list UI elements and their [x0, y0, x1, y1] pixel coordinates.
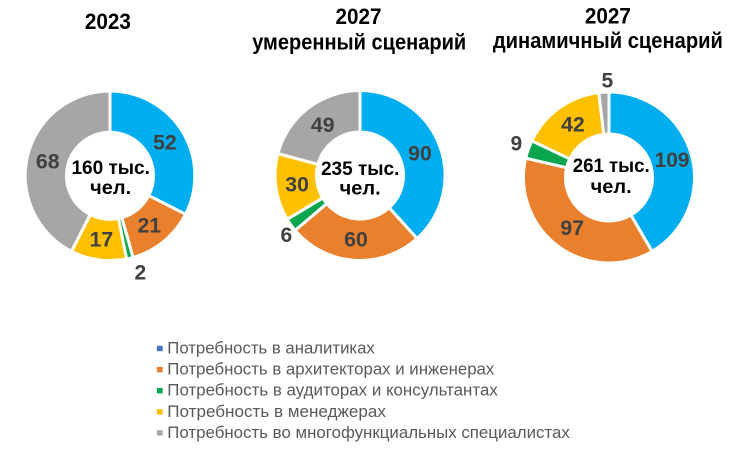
svg-text:Потребность в архитекторах и и: Потребность в архитекторах и инженерах [167, 361, 494, 379]
svg-text:2: 2 [134, 261, 146, 284]
svg-text:6: 6 [280, 224, 292, 247]
svg-text:чел.: чел. [340, 179, 381, 200]
svg-text:9: 9 [510, 133, 522, 156]
svg-text:261 тыс.: 261 тыс. [573, 156, 650, 177]
svg-text:49: 49 [311, 114, 335, 137]
svg-text:Потребность в аудиторах и конс: Потребность в аудиторах и консультантах [167, 382, 498, 400]
svg-text:68: 68 [36, 150, 60, 173]
svg-text:160 тыс.: 160 тыс. [71, 158, 150, 179]
svg-text:2023: 2023 [85, 9, 131, 34]
svg-text:Потребность во многофункциальн: Потребность во многофункциальных специал… [167, 424, 570, 442]
svg-text:5: 5 [601, 69, 613, 92]
svg-text:Потребность в аналитиках: Потребность в аналитиках [167, 340, 374, 358]
svg-text:2027: 2027 [585, 4, 631, 29]
svg-text:динамичный сценарий: динамичный сценарий [493, 28, 723, 53]
svg-text:97: 97 [560, 217, 584, 240]
svg-text:60: 60 [344, 229, 368, 252]
svg-text:21: 21 [138, 215, 162, 238]
svg-text:42: 42 [561, 114, 585, 137]
svg-text:90: 90 [408, 143, 432, 166]
svg-text:2027: 2027 [336, 4, 382, 29]
svg-text:Потребность в менеджерах: Потребность в менеджерах [167, 403, 386, 421]
svg-text:52: 52 [153, 131, 177, 154]
svg-text:чел.: чел. [591, 177, 632, 198]
svg-text:109: 109 [655, 149, 690, 172]
svg-text:умеренный сценарий: умеренный сценарий [252, 29, 466, 54]
svg-text:чел.: чел. [90, 178, 131, 199]
svg-text:17: 17 [90, 229, 114, 252]
svg-text:30: 30 [285, 173, 309, 196]
svg-text:235 тыс.: 235 тыс. [321, 159, 400, 180]
